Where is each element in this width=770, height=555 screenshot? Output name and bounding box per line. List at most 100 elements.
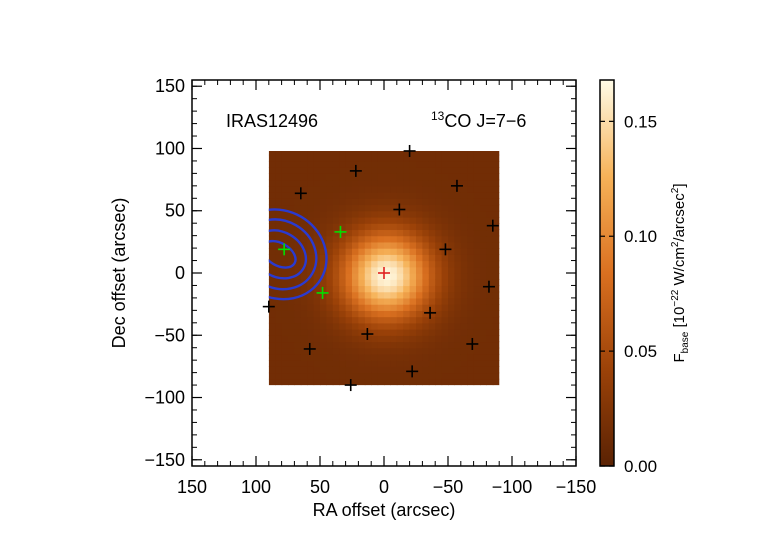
heatmap-cell [473, 254, 481, 262]
heatmap-cell [339, 353, 347, 361]
heatmap-cell [499, 229, 506, 236]
cb-tick-label: 0.10 [624, 227, 657, 246]
heatmap-cell [326, 235, 334, 243]
heatmap-cell [326, 185, 334, 193]
heatmap-cell [332, 322, 340, 330]
heatmap-cell [441, 341, 449, 349]
heatmap-cell [377, 372, 385, 380]
heatmap-cell [409, 291, 417, 299]
heatmap-cell [269, 142, 276, 149]
heatmap-cell [332, 235, 340, 243]
y-tick-label: 100 [155, 138, 185, 158]
heatmap-cell [326, 279, 334, 287]
heatmap-cell [499, 242, 506, 249]
heatmap-cell [364, 192, 372, 199]
heatmap-cell [326, 372, 334, 380]
heatmap-cell [460, 266, 468, 274]
heatmap-cell [416, 142, 423, 149]
heatmap-cell [396, 192, 404, 199]
y-tick-label: 0 [175, 263, 185, 283]
heatmap-cell [499, 317, 506, 324]
heatmap-cell [422, 210, 430, 218]
heatmap-cell [339, 216, 347, 224]
heatmap-cell [371, 273, 379, 280]
heatmap-cell [467, 322, 475, 330]
heatmap-cell [499, 292, 506, 299]
heatmap-cell [345, 335, 353, 343]
heatmap-cell [390, 167, 398, 174]
heatmap-cell [492, 266, 500, 274]
heatmap-cell [281, 291, 289, 299]
heatmap-cell [371, 260, 379, 268]
heatmap-cell [467, 235, 475, 243]
heatmap-cell [371, 329, 379, 336]
heatmap-cell [486, 341, 494, 349]
heatmap-cell [480, 216, 487, 224]
heatmap-cell [396, 310, 404, 318]
heatmap-cell [345, 160, 353, 168]
heatmap-cell [384, 285, 391, 293]
heatmap-cell [358, 260, 366, 268]
black-marker [482, 280, 495, 293]
heatmap-cell [390, 279, 398, 287]
heatmap-cell [486, 167, 494, 174]
heatmap-cell [339, 142, 346, 149]
heatmap-cell [435, 173, 443, 181]
heatmap-cell [467, 279, 475, 287]
heatmap-cell [307, 372, 315, 380]
heatmap-cell [448, 353, 455, 361]
cb-label-exp3: 2 [670, 187, 681, 193]
heatmap-cell [454, 266, 462, 274]
heatmap-cell [358, 216, 366, 224]
heatmap-cell [288, 173, 295, 181]
heatmap-cell [364, 316, 372, 324]
heatmap-cell [345, 285, 353, 293]
heatmap-cell [326, 229, 334, 237]
heatmap-cell [460, 260, 468, 268]
heatmap-cell [384, 378, 391, 386]
heatmap-cell [377, 266, 385, 274]
heatmap-cell [307, 185, 315, 193]
heatmap-cell [416, 304, 423, 311]
heatmap-cell [275, 316, 283, 324]
heatmap-cell [352, 248, 359, 255]
heatmap-cell [300, 285, 308, 293]
heatmap-cell [288, 322, 295, 330]
black-marker [403, 144, 416, 157]
heatmap-cell [499, 142, 506, 149]
heatmap-cell [460, 150, 468, 156]
heatmap-cell [358, 366, 366, 374]
heatmap-cell [422, 241, 430, 249]
heatmap-cell [352, 223, 359, 231]
heatmap-cell [332, 185, 340, 193]
heatmap-cell [473, 360, 481, 367]
green-marker [316, 286, 329, 299]
heatmap-cell [454, 216, 462, 224]
heatmap-cell [492, 341, 500, 349]
heatmap-cell [454, 260, 462, 268]
heatmap-cell [492, 316, 500, 324]
heatmap-cell [332, 372, 340, 380]
heatmap-cell [473, 273, 481, 280]
heatmap-cell [300, 198, 308, 206]
heatmap-cell [377, 279, 385, 287]
x-axis-label: RA offset (arcsec) [313, 500, 456, 520]
heatmap-cell [352, 192, 359, 199]
heatmap-cell [300, 216, 308, 224]
heatmap-cell [320, 366, 327, 374]
heatmap-cell [332, 223, 340, 231]
heatmap-cell [313, 248, 321, 255]
heatmap-cell [371, 210, 379, 218]
heatmap-cell [492, 179, 500, 187]
heatmap-cell [371, 291, 379, 299]
heatmap-cell [377, 260, 385, 268]
heatmap-cell [467, 142, 474, 149]
heatmap-cell [364, 160, 372, 168]
heatmap-cell [396, 179, 404, 187]
heatmap-cell [378, 142, 385, 149]
heatmap-cell [326, 297, 334, 305]
heatmap-cell [390, 322, 398, 330]
heatmap-cell [390, 297, 398, 305]
y-axis-label: Dec offset (arcsec) [109, 198, 129, 349]
heatmap-cell [332, 241, 340, 249]
